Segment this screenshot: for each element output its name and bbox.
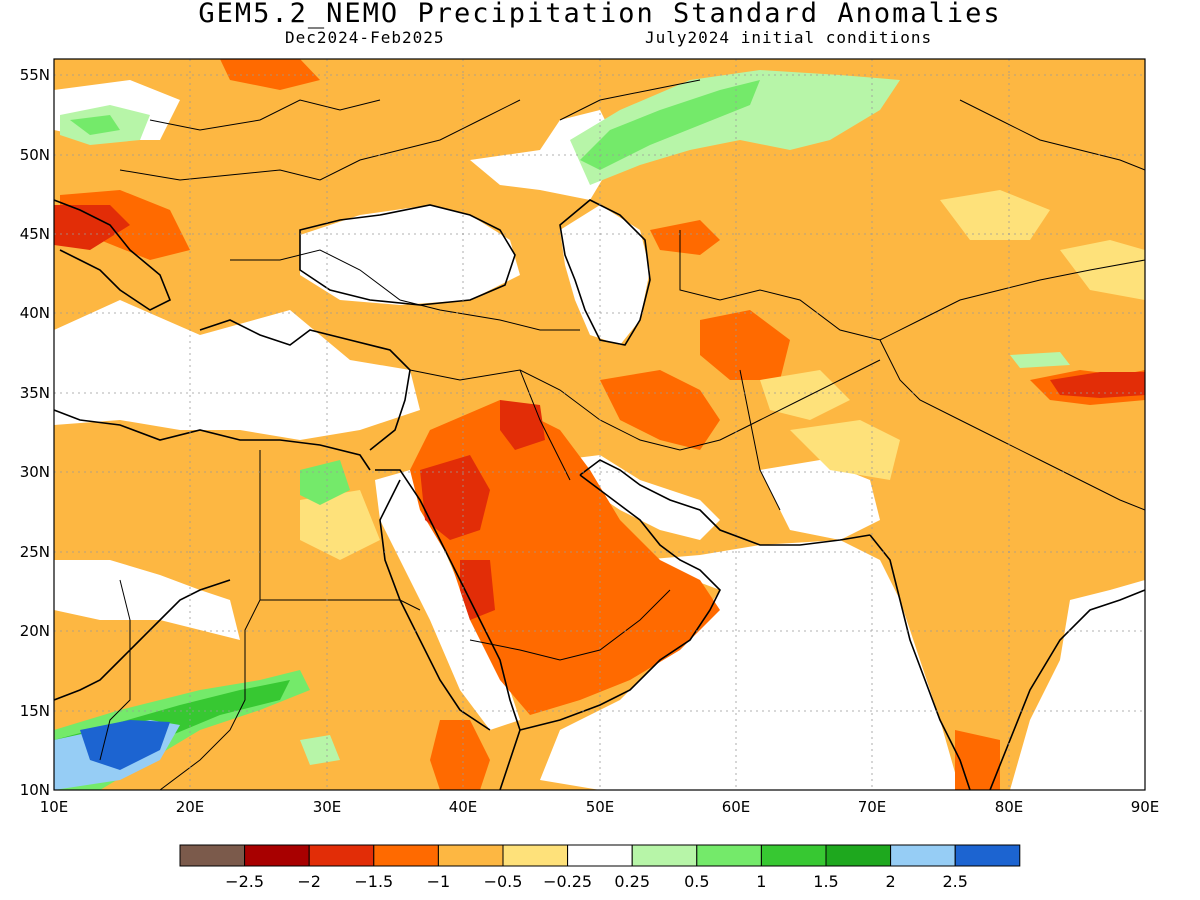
lat-label-10n: 10N (20, 781, 50, 799)
lat-label-15n: 15N (20, 702, 50, 720)
colorbar-label: −0.5 (484, 872, 523, 891)
arabia-very-dry-2 (460, 560, 495, 620)
lat-label-55n: 55N (20, 66, 50, 84)
black-sea (300, 205, 520, 305)
lat-label-40n: 40N (20, 304, 50, 322)
bay-of-bengal (1010, 580, 1145, 790)
borders (99, 79, 1145, 790)
tibet-very-dry (1050, 372, 1145, 398)
afghan-mild (760, 370, 850, 420)
russia-north-dry (220, 59, 320, 90)
arabian-sea (540, 540, 960, 790)
colorbar-label: −0.25 (543, 872, 592, 891)
colorbar-swatch (502, 844, 569, 867)
lon-label-10e: 10E (40, 798, 69, 816)
lon-label-50e: 50E (586, 798, 615, 816)
china-mild (940, 190, 1050, 240)
red-sea (375, 470, 520, 730)
colorbar-label: −2 (297, 872, 321, 891)
colorbar-swatch (631, 844, 698, 867)
colorbar-swatch (890, 844, 956, 867)
colorbar-label: −2.5 (225, 872, 264, 891)
lon-label-70e: 70E (858, 798, 887, 816)
lon-label-90e: 90E (1131, 798, 1160, 816)
india-south-dry (955, 730, 1000, 790)
lon-label-60e: 60E (722, 798, 751, 816)
kazakh-wetter (580, 80, 760, 170)
colorbar-swatch (308, 844, 375, 867)
map-title: GEM5.2_NEMO Precipitation Standard Anoma… (198, 0, 1002, 29)
longitude-labels: 10E 20E 30E 40E 50E 60E 70E 80E 90E (40, 798, 1160, 816)
arabia-very-dry (420, 455, 490, 540)
turkmen-dry (700, 310, 790, 380)
lat-label-45n: 45N (20, 225, 50, 243)
east-sudan-dry (430, 720, 490, 790)
kazakh-wet (570, 70, 900, 185)
lat-label-30n: 30N (20, 463, 50, 481)
colorbar-label: 1 (756, 872, 766, 891)
sahara-mild (300, 490, 380, 560)
colorbar-swatch (954, 844, 1021, 867)
initial-conditions: July2024 initial conditions (645, 28, 933, 47)
colorbar-swatch (760, 844, 827, 867)
italy-very-dry (54, 205, 130, 250)
colorbar-swatch (437, 844, 504, 867)
east-china-mild (1060, 240, 1145, 300)
colorbar-label: 1.5 (813, 872, 838, 891)
forecast-period: Dec2024-Feb2025 (285, 28, 445, 47)
graticule (54, 59, 1145, 790)
coastlines (54, 199, 1145, 790)
colorbar-swatch (567, 844, 633, 867)
colorbar-swatch (373, 844, 439, 867)
colorbar-swatch (825, 844, 892, 867)
anomaly-field (54, 59, 1145, 790)
lon-label-80e: 80E (995, 798, 1024, 816)
iraq-very-dry (500, 400, 545, 450)
iran-dry (600, 370, 720, 450)
lon-label-40e: 40E (449, 798, 478, 816)
colorbar-label: −1.5 (354, 872, 393, 891)
colorbar-label: 2 (886, 872, 896, 891)
lon-label-20e: 20E (176, 798, 205, 816)
colorbar-label: −1 (427, 872, 451, 891)
mediterranean-sea (54, 300, 420, 440)
map-frame (53, 58, 1146, 791)
colorbar-swatch (696, 844, 762, 867)
colorbar: −2.5 −2 −1.5 −1 −0.5 −0.25 0.25 0.5 1 1.5 2 2.5 (179, 844, 1021, 891)
north-africa-white (54, 560, 240, 640)
egypt-wet (300, 460, 350, 505)
gulf-white (560, 455, 720, 540)
lon-label-30e: 30E (313, 798, 342, 816)
lat-label-35n: 35N (20, 384, 50, 402)
lat-label-25n: 25N (20, 543, 50, 561)
colorbar-label: 0.5 (684, 872, 709, 891)
europe-wetter (70, 115, 120, 135)
latitude-labels: 55N 50N 45N 40N 35N 30N 25N 20N 15N 10N (20, 66, 50, 799)
india-mild (790, 420, 900, 480)
pakistan-white (760, 460, 880, 540)
colorbar-label: 0.25 (614, 872, 650, 891)
colorbar-swatch (244, 844, 310, 867)
sudan-wet (300, 735, 340, 765)
lat-label-50n: 50N (20, 146, 50, 164)
sahel-dark-blue (80, 720, 170, 770)
kazakh-dry (650, 220, 720, 255)
colorbar-swatch (179, 844, 246, 867)
colorbar-label: 2.5 (942, 872, 967, 891)
caspian-sea (560, 205, 650, 345)
india-wet (1010, 352, 1070, 368)
lat-label-20n: 20N (20, 622, 50, 640)
